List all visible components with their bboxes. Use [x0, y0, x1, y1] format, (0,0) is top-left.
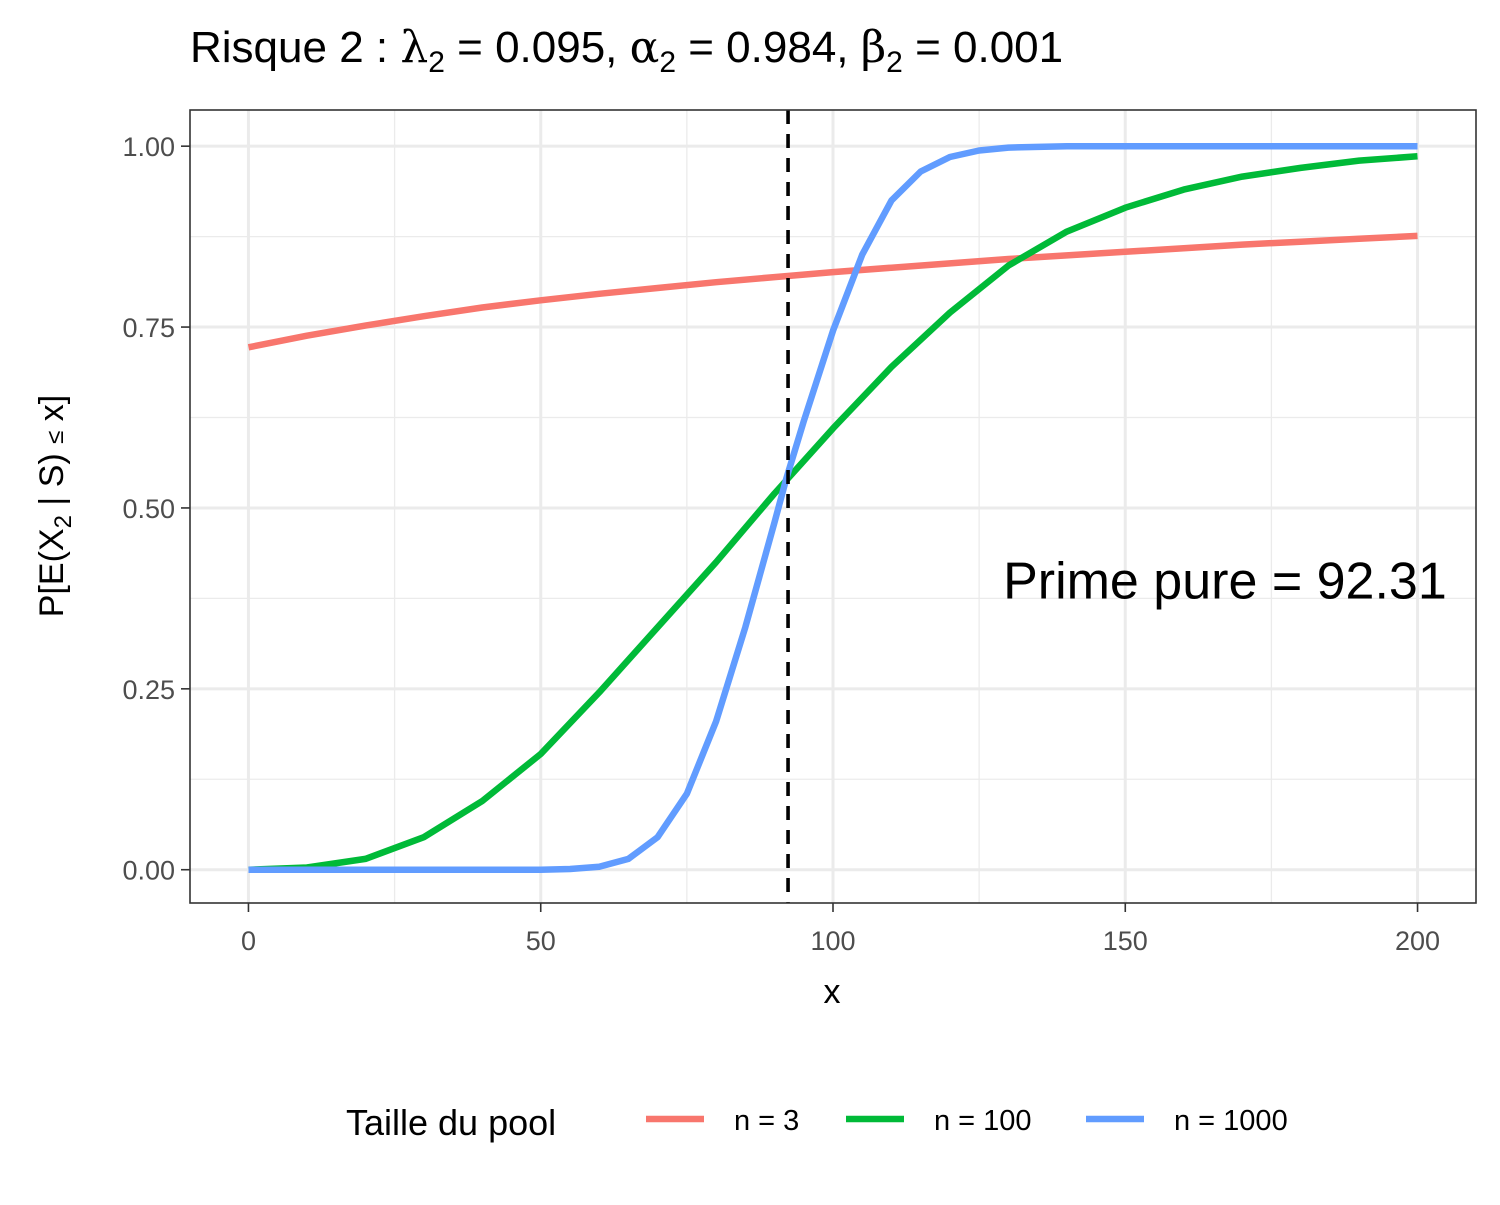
legend-items: n = 3 n = 100 n = 1000	[646, 1105, 1288, 1137]
title-param-value-2: = 0.001	[903, 23, 1063, 72]
y-axis: 0.00 0.25 0.50 0.75 1.00	[122, 132, 190, 886]
legend-label-0: n = 3	[734, 1105, 799, 1137]
legend-title: Taille du pool	[346, 1102, 556, 1143]
title-param-symbol-2: β	[861, 22, 886, 73]
plot-panel: Prime pure = 92.31	[189, 109, 1477, 904]
x-tick-label: 150	[1103, 926, 1148, 956]
y-tick-label: 0.50	[122, 494, 175, 524]
x-tick-label: 0	[241, 926, 256, 956]
y-title-before: P[E(X	[33, 528, 71, 617]
y-title-middle: | S)	[33, 444, 71, 515]
series-line-1	[248, 153, 1418, 873]
series-line-0	[247, 232, 1418, 351]
legend-label-1: n = 100	[934, 1105, 1032, 1137]
x-tick-label: 200	[1395, 926, 1440, 956]
y-tick-label: 0.25	[122, 675, 175, 705]
prime-pure-annotation: Prime pure = 92.31	[1003, 552, 1447, 610]
x-axis: 0 50 100 150 200	[241, 903, 1440, 956]
title-param-value-1: = 0.984,	[676, 23, 861, 72]
title-param-subscript-2: 2	[886, 46, 903, 79]
title-prefix: Risque 2 :	[190, 23, 400, 72]
title-param-symbol-1: α	[630, 22, 660, 73]
x-tick-label: 100	[810, 926, 855, 956]
chart-title: Risque 2 : λ2 = 0.095, α2 = 0.984, β2 = …	[190, 22, 1063, 79]
y-tick-label: 1.00	[122, 132, 175, 162]
y-title-subscript: 2	[50, 515, 77, 528]
y-tick-label: 0.00	[122, 856, 175, 886]
major-gridlines	[190, 110, 1476, 903]
legend: Taille du pool n = 3 n = 100 n = 1000	[346, 1102, 1288, 1143]
title-param-symbol-0: λ	[400, 22, 428, 73]
title-param-subscript-0: 2	[428, 46, 445, 79]
y-title-operator: ≤	[42, 431, 69, 444]
x-tick-label: 50	[526, 926, 556, 956]
series-line-2	[248, 142, 1418, 873]
x-axis-title: x	[824, 973, 841, 1011]
series-lines	[247, 142, 1418, 873]
y-axis-title: P[E(X2 | S) ≤ x]	[33, 395, 77, 617]
legend-label-2: n = 1000	[1174, 1105, 1288, 1137]
title-param-value-0: = 0.095,	[445, 23, 630, 72]
title-param-subscript-1: 2	[659, 46, 676, 79]
y-tick-label: 0.75	[122, 313, 175, 343]
y-title-after: x]	[33, 395, 71, 431]
